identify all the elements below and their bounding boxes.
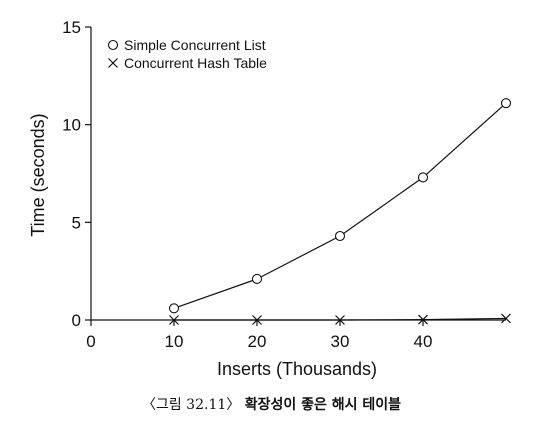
legend-label-hash: Concurrent Hash Table [124, 55, 267, 71]
data-point-cross [418, 314, 428, 325]
y-tick-label: 5 [72, 213, 81, 232]
legend-circle-marker [107, 39, 119, 51]
x-tick-label: 20 [248, 332, 267, 351]
legend-cross-marker [108, 58, 118, 68]
ticks: 0 10 20 30 40 0 5 10 15 [62, 18, 432, 351]
x-axis-title: Inserts (Thousands) [217, 359, 377, 379]
legend: Simple Concurrent List Concurrent Hash T… [107, 37, 267, 71]
data-point-cross [169, 315, 179, 325]
data-point-cross [501, 313, 511, 324]
caption-title: 확장성이 좋은 해시 테이블 [244, 397, 402, 413]
data-point-circle [168, 303, 180, 314]
x-tick-label: 0 [86, 332, 95, 351]
chart: 0 10 20 30 40 0 5 10 15 Inserts (Thousands) Time… [28, 18, 512, 379]
y-tick-label: 0 [72, 311, 81, 330]
caption-prefix: 〈그림 32.11〉 [141, 397, 241, 413]
figure-caption: 〈그림 32.11〉 확장성이 좋은 해시 테이블 [0, 394, 543, 414]
series-line-0 [173, 102, 507, 309]
data-point-circle [251, 273, 263, 285]
y-tick-label: 10 [62, 116, 81, 135]
x-tick-label: 30 [331, 332, 350, 351]
series-layer [168, 98, 512, 325]
y-tick-label: 15 [62, 18, 81, 37]
data-point-cross [252, 315, 262, 325]
data-point-cross [335, 315, 345, 325]
x-tick-label: 10 [165, 332, 184, 351]
x-tick-label: 40 [414, 332, 433, 351]
data-point-circle [500, 98, 512, 109]
y-axis-title: Time (seconds) [28, 113, 48, 236]
data-point-circle [334, 230, 346, 242]
data-point-circle [417, 172, 429, 183]
legend-label-list: Simple Concurrent List [124, 37, 266, 53]
